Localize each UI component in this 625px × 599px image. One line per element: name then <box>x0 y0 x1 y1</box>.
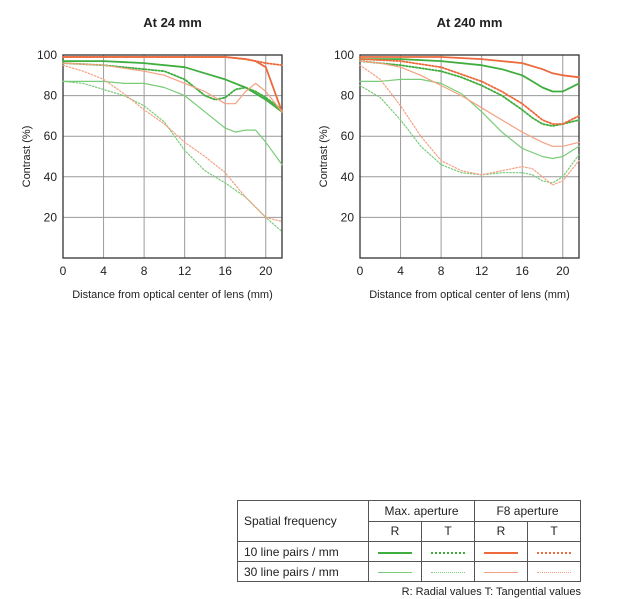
x-tick-label: 8 <box>438 264 445 278</box>
x-tick-label: 12 <box>475 264 489 278</box>
y-tick-label: 80 <box>44 89 58 103</box>
series-line-f8R30 <box>62 62 283 113</box>
y-tick-label: 20 <box>44 210 58 224</box>
chart-title: At 24 mm <box>143 15 202 30</box>
x-tick-label: 8 <box>141 264 148 278</box>
y-axis-label: Contrast (%) <box>21 126 33 188</box>
legend-sample-f8-r-10 <box>474 541 528 562</box>
legend-sample-f8-t-10 <box>527 541 581 562</box>
plot-frame <box>359 54 580 259</box>
plot-frame <box>62 54 283 259</box>
series-line-f8T30 <box>62 64 283 223</box>
x-tick-label: 12 <box>178 264 192 278</box>
legend-max-r-header: R <box>368 520 422 542</box>
legend-max-aperture-header: Max. aperture <box>368 500 475 522</box>
legend-sample-max-r-30 <box>368 561 422 582</box>
series-line-f8R30 <box>359 60 580 147</box>
series-line-maxT30 <box>62 80 283 233</box>
x-tick-label: 4 <box>397 264 404 278</box>
x-tick-label: 0 <box>60 264 67 278</box>
series-line-maxR10 <box>359 58 580 93</box>
series-line-maxT30 <box>359 84 580 184</box>
legend-row-30-label: 30 line pairs / mm <box>237 561 369 582</box>
x-tick-label: 20 <box>259 264 273 278</box>
legend-sample-f8-t-30 <box>527 561 581 582</box>
legend-sample-f8-r-30 <box>474 561 528 582</box>
y-tick-label: 40 <box>341 170 355 184</box>
legend-sample-max-r-10 <box>368 541 422 562</box>
legend-sample-max-t-10 <box>421 541 475 562</box>
x-tick-label: 16 <box>219 264 233 278</box>
legend-row-10-label: 10 line pairs / mm <box>237 541 369 562</box>
x-tick-label: 4 <box>100 264 107 278</box>
series-line-f8T10 <box>62 56 283 67</box>
x-tick-label: 16 <box>516 264 530 278</box>
y-tick-label: 40 <box>44 170 58 184</box>
y-axis-label: Contrast (%) <box>318 126 330 188</box>
y-tick-label: 60 <box>44 129 58 143</box>
series-line-f8R10 <box>359 56 580 79</box>
legend-spatial-frequency-header: Spatial frequency <box>237 500 369 542</box>
series-line-maxR30 <box>62 80 283 166</box>
legend-table: Spatial frequency Max. aperture F8 apert… <box>237 500 581 582</box>
series-line-f8T30 <box>359 64 580 186</box>
y-tick-label: 100 <box>334 48 354 62</box>
x-tick-label: 20 <box>556 264 570 278</box>
legend-f8-t-header: T <box>527 520 581 542</box>
legend-max-t-header: T <box>421 520 475 542</box>
y-tick-label: 80 <box>341 89 355 103</box>
legend-f8-r-header: R <box>474 520 528 542</box>
x-axis-label: Distance from optical center of lens (mm… <box>72 289 273 301</box>
series-line-maxR10 <box>62 60 283 113</box>
series-line-maxT10 <box>359 60 580 127</box>
series-line-maxR30 <box>359 78 580 160</box>
legend-sample-max-t-30 <box>421 561 475 582</box>
y-tick-label: 20 <box>341 210 355 224</box>
series-line-f8T10 <box>359 58 580 125</box>
x-axis-label: Distance from optical center of lens (mm… <box>369 289 570 301</box>
chart-title: At 240 mm <box>437 15 503 30</box>
footnote: R: Radial values T: Tangential values <box>401 586 581 598</box>
y-tick-label: 60 <box>341 129 355 143</box>
x-tick-label: 0 <box>357 264 364 278</box>
y-tick-label: 100 <box>37 48 57 62</box>
legend-f8-aperture-header: F8 aperture <box>474 500 581 522</box>
series-line-maxT10 <box>62 62 283 111</box>
